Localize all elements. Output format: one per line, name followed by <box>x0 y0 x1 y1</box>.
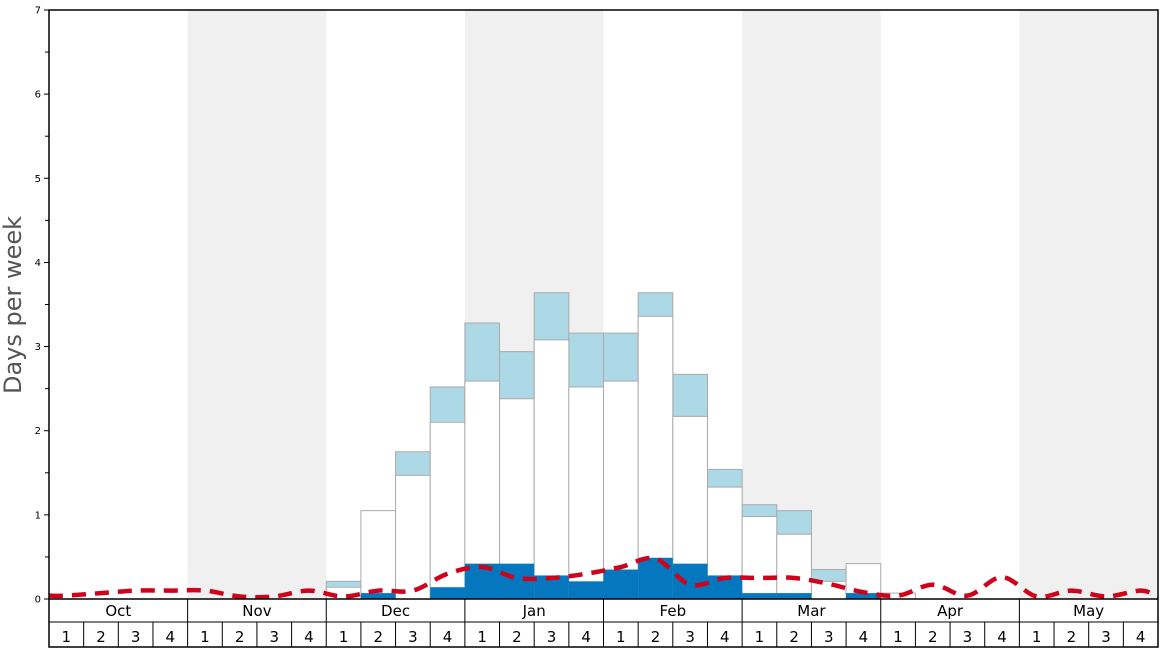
bar-white <box>603 380 639 600</box>
week-label: 1 <box>339 628 349 646</box>
month-label: Mar <box>797 602 826 620</box>
bar-white <box>810 580 847 600</box>
y-tick-label: 7 <box>35 6 41 17</box>
week-label: 3 <box>408 628 418 646</box>
month-band-mar <box>742 10 881 599</box>
week-label: 2 <box>928 628 938 646</box>
week-label: 2 <box>1067 628 1077 646</box>
month-band-nov <box>187 10 327 599</box>
week-label: 4 <box>720 628 730 646</box>
bar-white <box>741 516 778 600</box>
bar-dark-blue <box>568 581 604 599</box>
bar-dark-blue <box>534 575 569 599</box>
month-label: Apr <box>937 602 964 620</box>
y-tick-label: 2 <box>35 426 41 437</box>
month-label: May <box>1073 602 1104 620</box>
dashed-line-series <box>48 555 1159 600</box>
bar-white <box>568 386 604 600</box>
month-label: Feb <box>660 602 687 620</box>
month-label: Jan <box>522 602 546 620</box>
month-label: Oct <box>105 602 131 620</box>
week-label: 2 <box>651 628 661 646</box>
week-label: 2 <box>512 628 522 646</box>
y-tick-label: 4 <box>35 258 41 269</box>
week-label: 4 <box>1136 628 1146 646</box>
bars-layer <box>325 292 916 600</box>
y-tick-label: 3 <box>35 342 41 353</box>
bar-white <box>533 339 570 600</box>
week-label: 1 <box>616 628 626 646</box>
week-label: 1 <box>893 628 903 646</box>
week-label: 4 <box>304 628 314 646</box>
week-label: 3 <box>269 628 279 646</box>
week-label: 4 <box>997 628 1007 646</box>
y-axis-label: Days per week <box>0 216 27 394</box>
bar-white <box>464 380 501 600</box>
week-label: 3 <box>131 628 141 646</box>
bar-dark-blue <box>360 593 396 599</box>
bar-white <box>395 474 431 600</box>
month-label: Dec <box>381 602 410 620</box>
week-label: 1 <box>755 628 765 646</box>
month-label: Nov <box>242 602 271 620</box>
bar-white <box>637 315 674 600</box>
x-axis-month-week-labels: Oct Nov Dec Jan Feb Mar Apr May 1 2 3 4 1 2 3 4 1 2 3 4 1 2 3 4… <box>62 599 1146 647</box>
week-label: 4 <box>859 628 869 646</box>
week-label: 2 <box>235 628 245 646</box>
week-label: 3 <box>685 628 695 646</box>
bar-dark-blue <box>464 563 500 599</box>
week-label: 3 <box>1101 628 1111 646</box>
y-tick-label: 5 <box>35 174 41 185</box>
week-label: 3 <box>824 628 834 646</box>
week-label: 4 <box>581 628 591 646</box>
week-label: 2 <box>789 628 799 646</box>
week-label: 2 <box>96 628 106 646</box>
dashed-line-layer <box>48 555 1159 600</box>
week-label: 1 <box>1032 628 1042 646</box>
week-label: 3 <box>547 628 557 646</box>
week-label: 1 <box>62 628 72 646</box>
y-tick-label: 0 <box>35 595 41 606</box>
week-label: 2 <box>373 628 383 646</box>
bar-dark-blue <box>430 587 465 599</box>
bar-dark-blue <box>846 593 881 599</box>
month-band-may <box>1019 10 1158 599</box>
bar-dark-blue <box>672 563 708 599</box>
y-tick-label: 6 <box>35 90 41 101</box>
y-axis-ticks: 0 1 2 3 4 5 6 7 <box>35 6 49 606</box>
bar-dark-blue <box>776 593 812 599</box>
bar-dark-blue <box>742 593 777 599</box>
y-tick-label: 1 <box>35 510 41 521</box>
week-label: 1 <box>200 628 210 646</box>
bar-dark-blue <box>603 569 639 599</box>
week-label: 4 <box>443 628 453 646</box>
bar-dark-blue <box>707 575 743 599</box>
week-label: 3 <box>963 628 973 646</box>
bar-dark-blue <box>499 563 535 599</box>
week-label: 1 <box>477 628 487 646</box>
week-label: 4 <box>166 628 176 646</box>
bar-white <box>360 510 397 600</box>
bar-white <box>429 421 466 600</box>
bar-white <box>776 533 812 600</box>
